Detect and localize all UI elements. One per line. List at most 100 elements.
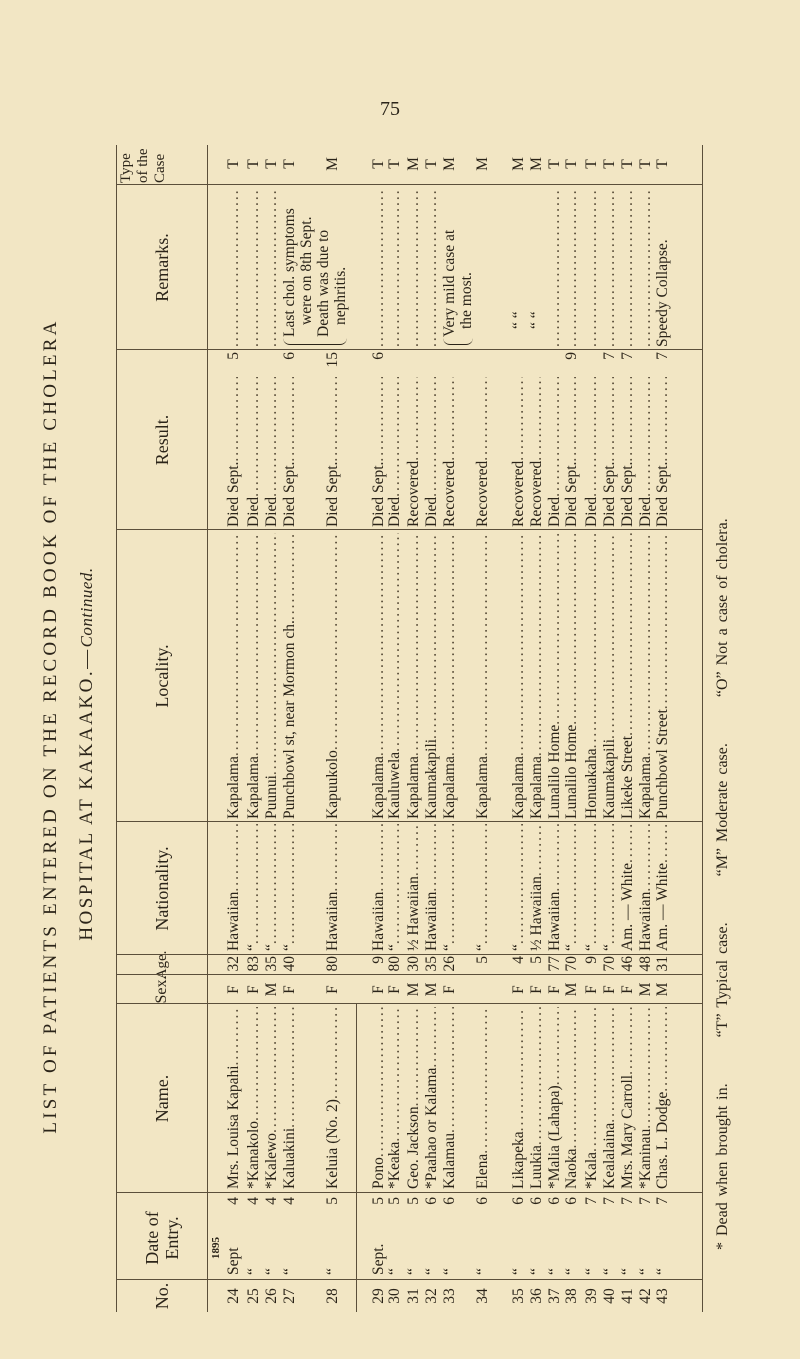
nationality-text: Hawaiian [637,891,654,951]
sex-text: F [528,985,545,994]
type-text: M [441,157,458,171]
column-rule [116,349,702,350]
result-text: Recovered [405,460,422,527]
cell-name: *Malia (Lahapa) [546,1007,564,1189]
nationality-text: “ [441,944,458,951]
no-text: 36 [528,1288,545,1304]
cell-day: 6 [546,1197,564,1225]
cell-age: 40 [281,956,299,975]
age-text: 35 [423,956,440,972]
age-text: 48 [637,956,654,972]
cell-sex: F [324,976,342,1003]
result-text: Died [423,496,440,527]
cell-age: 30 [405,956,423,975]
result-text: Died [263,496,280,527]
result-text: Died Sept. [281,461,298,527]
cell-nationality: Hawaiian [225,824,243,951]
title-line-2: HOSPITAL AT KAKAAKO.—Continued. [76,449,98,1059]
sex-text: F [601,985,618,994]
cell-result: Recovered [441,377,459,527]
locality-text: Punchbowl st, near Mormon ch. [281,620,298,819]
cell-result: Died Sept. [281,377,299,527]
table-top-rule [116,145,117,1312]
cell-result: Died [637,377,655,527]
sex-text: M [263,982,280,997]
locality-text: Punchbowl Street [654,709,671,819]
cell-result: Died Sept. [619,377,637,527]
dot-leader [528,824,546,876]
nationality-text: Hawaiian [546,891,563,951]
result-day-text: 7 [601,352,618,360]
cell-locality: Kauluwela [386,533,404,819]
remarks-empty [619,189,637,347]
sex-text: F [583,985,600,994]
cell-sex: M [405,976,423,1003]
day-text: 7 [619,1197,636,1205]
cell-month: “ [423,1225,441,1275]
cell-month: “ [546,1225,564,1275]
dot-leader [654,377,672,462]
result-day-text: 7 [654,352,671,360]
remarks-empty [563,189,581,347]
cell-locality: Honuakaha [583,533,601,819]
cell-nationality: ½ Hawaiian [528,824,546,951]
dot-leader [225,533,243,756]
cell-month: “ [263,1225,281,1275]
day-text: 6 [423,1197,440,1205]
locality-text: Kaumakapili [601,738,618,819]
cell-locality: Kapuukolo [324,533,342,819]
remark: Last chol. symptoms were on 8th Sept. Deat… [281,208,349,337]
cell-result-day [510,352,528,377]
dot-leader [528,1007,546,1145]
cell-result: Died [386,377,404,527]
remarks-empty [546,189,564,347]
month-text: “ [263,1268,280,1275]
cell-day: 6 [528,1197,546,1225]
cell-locality: Likeke Street [619,533,637,819]
name-text: *Keaka [386,1141,403,1189]
cell-day: 6 [510,1197,528,1225]
month-text: “ [324,1268,341,1275]
column-rule [116,529,702,530]
cell-result: Recovered [405,377,423,527]
day-text: 7 [637,1197,654,1205]
name-text: *Malia (Lahapa) [546,1085,563,1189]
cell-nationality: Hawaiian [637,824,655,951]
sex-text: F [546,985,563,994]
day-text: 6 [474,1197,491,1205]
dot-leader [423,189,441,347]
dot-leader [225,1007,243,1065]
nationality-text: “ [245,944,262,951]
header-locality: Locality. [152,644,172,708]
dot-leader [405,533,423,756]
cell-locality: Kaumakapili [423,533,441,819]
cell-type: T [225,145,243,183]
cell-sex: F [441,976,459,1003]
remarks-empty [386,189,404,347]
name-text: *Kaninau [637,1128,654,1189]
dot-leader [405,189,423,347]
name-text: Naoka [563,1148,580,1189]
cell-month: “ [405,1225,423,1275]
cell-locality: Punchbowl Street [654,533,672,819]
cell-result-day: 5 [225,352,243,377]
dot-leader [583,824,601,944]
cell-age: 80 [324,956,342,975]
dot-leader [510,1007,528,1131]
dot-leader [546,1007,564,1085]
cell-sex: M [563,976,581,1003]
cell-name: *Kalewo [263,1007,281,1189]
dot-leader [405,377,423,461]
result-text: Died [546,496,563,527]
dot-leader [546,377,564,497]
cell-type: M [510,145,528,183]
dot-leader [423,1007,441,1068]
nationality-text: “ [386,944,403,951]
month-text: “ [423,1268,440,1275]
cell-type: M [474,145,492,183]
cell-name: *Keaka [386,1007,404,1189]
cell-day: 7 [583,1197,601,1225]
dot-leader [619,1007,637,1075]
dot-leader [441,533,459,756]
dot-leader [324,533,342,750]
